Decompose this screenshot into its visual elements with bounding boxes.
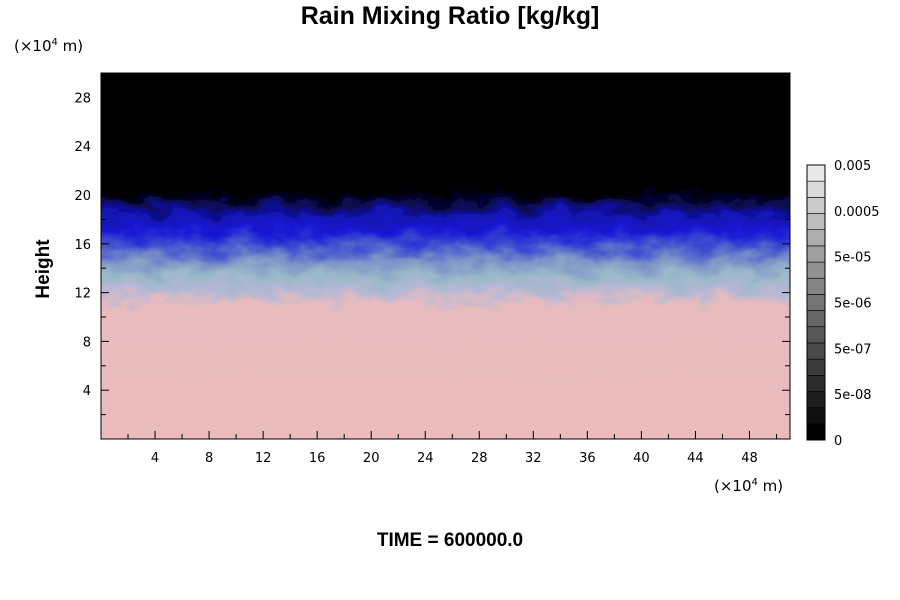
y-tick-label: 4 xyxy=(83,384,91,399)
y-axis-unit: (×104 m) xyxy=(14,37,84,55)
colorbar-level xyxy=(806,310,826,328)
x-tick-label: 24 xyxy=(417,451,434,466)
x-tick-label: 16 xyxy=(309,451,326,466)
colorbar-label: 5e-05 xyxy=(834,251,872,266)
x-tick-label: 4 xyxy=(151,451,159,466)
x-tick-label: 8 xyxy=(205,451,213,466)
y-tick-label: 12 xyxy=(74,287,91,302)
colorbar-level xyxy=(806,245,826,263)
y-tick-label: 28 xyxy=(74,91,91,106)
colorbar-level xyxy=(806,391,826,408)
field-image xyxy=(101,73,790,439)
field-band-2 xyxy=(101,244,790,293)
x-tick-label: 20 xyxy=(363,451,380,466)
colorbar-level xyxy=(806,180,826,198)
x-tick-label: 48 xyxy=(741,451,758,466)
field-band-0 xyxy=(101,73,790,201)
x-tick-label: 36 xyxy=(579,451,596,466)
colorbar-label: 0.005 xyxy=(834,159,871,174)
colorbar-label: 5e-07 xyxy=(834,342,872,357)
colorbar-label: 0.0005 xyxy=(834,205,880,220)
colorbar-level xyxy=(806,423,826,441)
y-tick-label: 20 xyxy=(74,189,91,204)
colorbar-label: 5e-08 xyxy=(834,388,872,403)
colorbar-level xyxy=(806,407,826,425)
field-band-3 xyxy=(101,293,790,439)
colorbar-label: 5e-06 xyxy=(834,297,872,312)
colorbar-level xyxy=(806,229,826,247)
colorbar-level xyxy=(806,164,826,182)
colorbar-label: 0 xyxy=(834,434,842,449)
y-tick-label: 8 xyxy=(83,335,91,350)
colorbar-level xyxy=(806,326,826,344)
x-tick-label: 44 xyxy=(687,451,704,466)
x-tick-label: 28 xyxy=(471,451,488,466)
x-tick-label: 32 xyxy=(525,451,542,466)
colorbar-level xyxy=(806,261,826,279)
colorbar: 0 5e-08 5e-07 5e-06 5e-05 0.0005 0.005 xyxy=(806,159,880,449)
colorbar-frame xyxy=(806,164,826,441)
colorbar-level xyxy=(806,342,826,360)
colorbar-level xyxy=(806,374,826,392)
colorbar-level xyxy=(806,358,826,376)
x-tick-label: 40 xyxy=(633,451,650,466)
field-fill xyxy=(101,73,790,439)
colorbar-level xyxy=(806,277,826,295)
colorbar-level xyxy=(806,213,826,231)
field-band-1 xyxy=(101,201,790,244)
y-tick-label: 24 xyxy=(74,140,91,155)
x-axis-unit: (×104 m) xyxy=(714,477,784,495)
colorbar-level xyxy=(806,197,826,214)
y-tick-label: 16 xyxy=(74,238,91,253)
time-label: TIME = 600000.0 xyxy=(376,530,524,551)
chart-title: Rain Mixing Ratio [kg/kg] xyxy=(300,2,600,30)
plot-frame xyxy=(100,72,791,440)
x-tick-label: 12 xyxy=(255,451,272,466)
colorbar-level xyxy=(806,294,826,311)
